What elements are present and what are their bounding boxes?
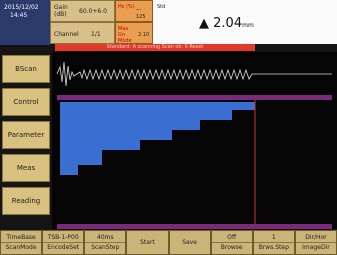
reading-unit: mm [242, 22, 254, 29]
scan-view [52, 52, 337, 229]
hs-extra: 125 [136, 14, 146, 20]
hs-label: Hs (%) [118, 4, 136, 10]
reading-tag: Std [157, 4, 165, 10]
mode-label: Max Gn Mode [118, 26, 136, 44]
menu-button[interactable]: Control [2, 88, 50, 116]
button-label: Dir/Hor [305, 233, 326, 242]
button-label: TimeBase [6, 233, 35, 242]
screen: 2015/12/02 14:45 Gain (dB) 60.0+6.0 Hs (… [0, 0, 337, 255]
button-label: 40ms [97, 233, 114, 242]
reading-panel: Std ▲ 2.04mm [153, 0, 337, 44]
gain-value: 60.0+6.0 [79, 8, 107, 15]
time: 14:45 [10, 12, 27, 19]
button-label: Off [227, 233, 236, 242]
menu-button[interactable]: Parameter [2, 121, 50, 149]
channel-value: 1/1 [91, 31, 101, 38]
mode-value: 2.10 [138, 32, 149, 38]
gain-panel[interactable]: Gain (dB) 60.0+6.0 [50, 0, 115, 22]
button-label: Save [182, 238, 197, 247]
button-sublabel: ImageDir [296, 242, 336, 252]
toolbar-button[interactable]: Save [169, 230, 211, 255]
menu-button[interactable]: Meas [2, 154, 50, 182]
date: 2015/12/02 [4, 4, 39, 11]
gain-label: Gain (dB) [54, 4, 76, 18]
button-sublabel: ScanStep [85, 242, 125, 252]
toolbar-button[interactable]: Start [126, 230, 168, 255]
mode-panel: Max Gn Mode 2.10 [115, 22, 153, 44]
channel-label: Channel [54, 31, 79, 38]
button-sublabel: Browse [212, 242, 252, 252]
hs-panel: Hs (%) --- 125 [115, 0, 153, 22]
channel-panel[interactable]: Channel 1/1 [50, 22, 115, 44]
hs-value: --- [136, 7, 141, 13]
reading-line: ▲ 2.04mm [199, 16, 254, 31]
menu-button[interactable]: Reading [2, 187, 50, 215]
banner: Standard: A scanning Scan ok: 0 Reset [55, 44, 255, 51]
button-label: TSB-1-P00 [48, 233, 79, 242]
top-scale [57, 95, 332, 100]
button-sublabel: ScanMode [1, 242, 41, 252]
status-box: 2015/12/02 14:45 [0, 0, 50, 45]
button-sublabel: Brws.Step [254, 242, 294, 252]
menu-button[interactable]: BScan [2, 55, 50, 83]
button-sublabel: EncodeSet [43, 242, 83, 252]
bottom-scale [57, 224, 332, 229]
button-label: Start [140, 238, 155, 247]
reading-value: 2.04 [213, 16, 242, 31]
button-label: 1 [272, 233, 276, 242]
